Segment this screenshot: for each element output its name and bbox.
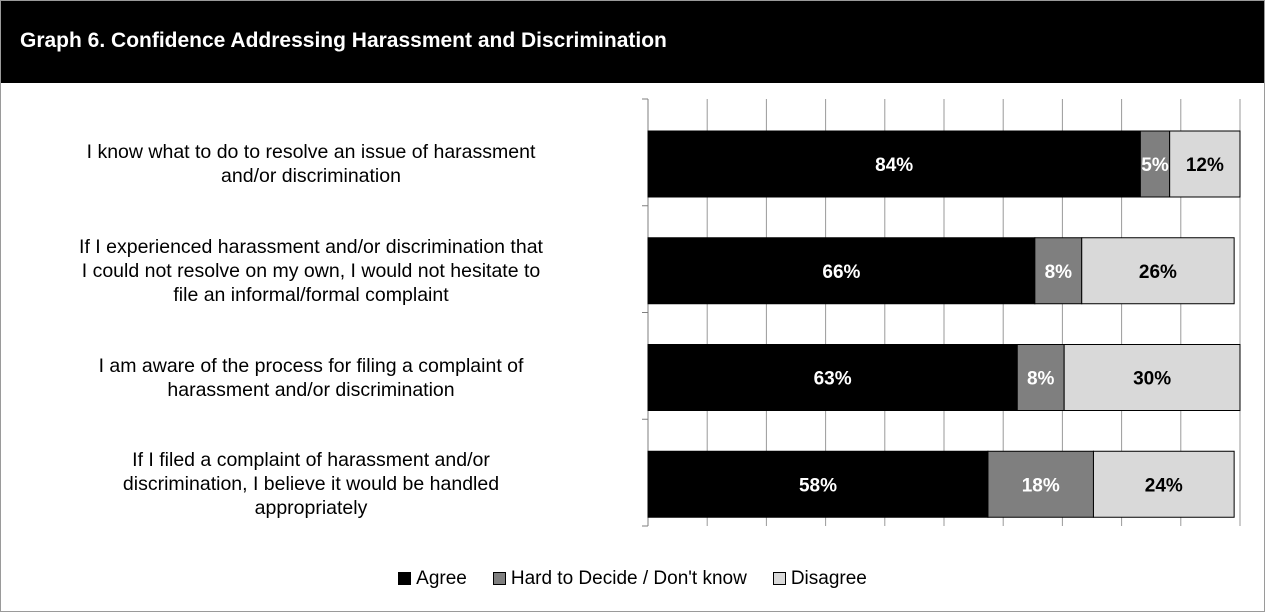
bar-segment (1016, 344, 1065, 411)
bar-segment (1034, 237, 1083, 305)
data-label: 12% (1186, 155, 1224, 176)
category-label: If I filed a complaint of harassment and… (1, 448, 621, 520)
category-label: I know what to do to resolve an issue of… (1, 140, 621, 188)
category-label-line: file an informal/formal complaint (173, 283, 449, 306)
category-label: I am aware of the process for filing a c… (1, 354, 621, 402)
bar-segment (1081, 237, 1235, 305)
legend-item: Disagree (772, 568, 867, 590)
data-label: 66% (822, 262, 860, 283)
category-label-line: I am aware of the process for filing a c… (98, 354, 524, 377)
category-label-line: I could not resolve on my own, I would n… (81, 259, 541, 282)
legend-label: Agree (416, 568, 467, 589)
category-label-line: and/or discrimination (221, 165, 401, 187)
category-label-line: If I filed a complaint of harassment and… (132, 449, 490, 472)
data-label: 24% (1145, 475, 1183, 496)
bar-segment (1063, 344, 1241, 411)
category-label-line: I know what to do to resolve an issue of… (86, 141, 536, 163)
bar-segment (1169, 130, 1241, 198)
data-label: 5% (1141, 155, 1169, 176)
legend-swatch (772, 572, 786, 585)
category-label-line: If I experienced harassment and/or discr… (79, 235, 543, 258)
data-label: 18% (1022, 475, 1060, 496)
legend-item: Hard to Decide / Don't know (492, 568, 747, 590)
legend-swatch (398, 572, 412, 585)
category-label-line: harassment and/or discrimination (167, 378, 455, 401)
legend-item: Agree (398, 568, 467, 590)
data-label: 26% (1139, 262, 1177, 283)
category-label-line: appropriately (254, 497, 368, 520)
bar-segment (647, 130, 1141, 198)
bar-segment (1092, 450, 1235, 518)
chart-legend: Agree Hard to Decide / Don't know Disagree (1, 568, 1264, 590)
chart-title: Graph 6. Confidence Addressing Harassmen… (20, 29, 667, 52)
data-label: 63% (814, 369, 852, 390)
legend-swatch (492, 572, 506, 585)
category-label-line: discrimination, I believe it would be ha… (122, 473, 500, 496)
chart-header: Graph 6. Confidence Addressing Harassmen… (1, 1, 1264, 83)
data-label: 58% (799, 475, 837, 496)
legend-label: Hard to Decide / Don't know (510, 568, 747, 589)
category-label: If I experienced harassment and/or discr… (1, 235, 621, 307)
legend-label: Disagree (790, 568, 867, 589)
bar-segment (647, 237, 1036, 305)
bar-segment (647, 450, 989, 518)
data-label: 30% (1133, 369, 1171, 390)
data-label: 8% (1027, 369, 1055, 390)
data-label: 84% (875, 155, 913, 176)
data-label: 8% (1045, 262, 1073, 283)
bar-segment (987, 450, 1094, 518)
